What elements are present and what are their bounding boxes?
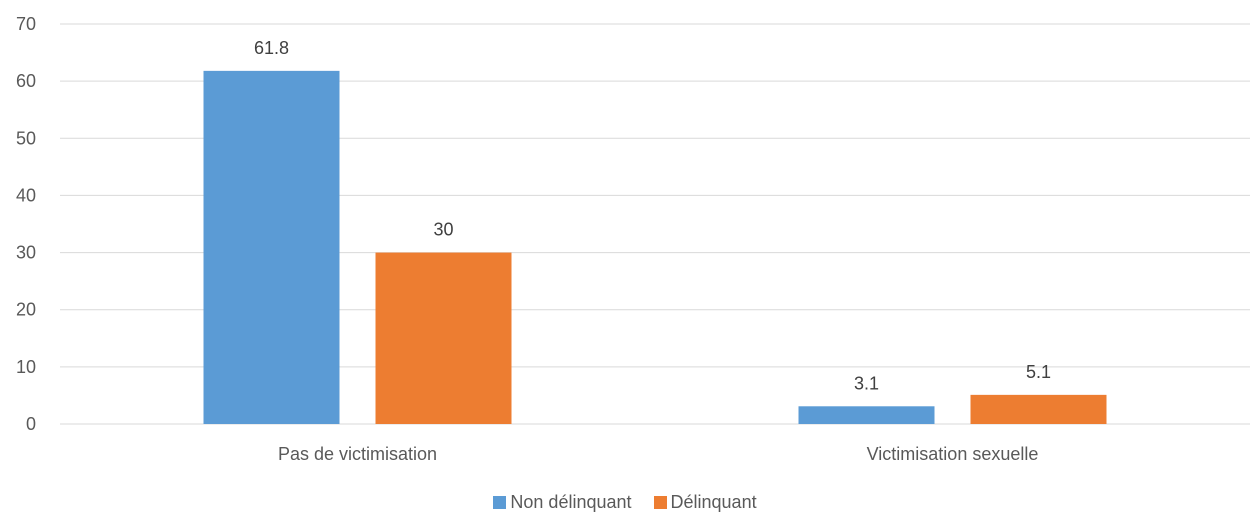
legend-label-delinquant: Délinquant — [670, 491, 757, 512]
bar — [375, 252, 512, 424]
y-tick-label: 30 — [16, 243, 36, 263]
bar-chart: 0 10 20 30 40 50 60 70 61.8 30 Pas de victimisatio… — [16, 14, 1250, 464]
y-tick-label: 40 — [16, 185, 36, 205]
y-tick-label: 60 — [16, 71, 36, 91]
legend-swatch-non-delinquant — [493, 495, 507, 509]
legend-swatch-delinquant — [653, 495, 667, 509]
y-tick-label: 10 — [16, 357, 36, 377]
data-label: 5.1 — [1026, 362, 1051, 382]
legend-item-delinquant: Délinquant — [653, 491, 757, 513]
y-tick-label: 70 — [16, 14, 36, 34]
y-tick-label: 0 — [26, 414, 36, 434]
bar — [970, 394, 1107, 424]
data-label: 61.8 — [254, 38, 289, 58]
category-label: Pas de victimisation — [278, 444, 437, 464]
bar — [203, 70, 340, 424]
bar — [798, 406, 935, 424]
y-tick-label: 50 — [16, 128, 36, 148]
legend: Non délinquant Délinquant — [0, 488, 1250, 516]
data-label: 3.1 — [854, 373, 879, 393]
legend-label-non-delinquant: Non délinquant — [510, 491, 632, 512]
data-label: 30 — [433, 220, 453, 240]
legend-item-non-delinquant: Non délinquant — [493, 491, 632, 513]
y-tick-label: 20 — [16, 300, 36, 320]
category-label: Victimisation sexuelle — [867, 444, 1039, 464]
